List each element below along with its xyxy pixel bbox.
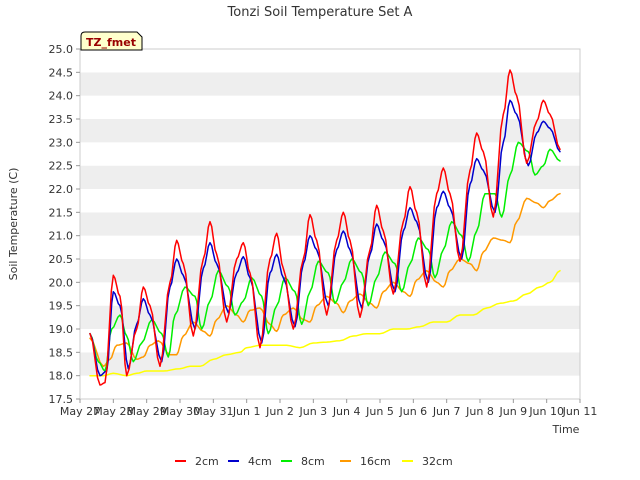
y-tick-label: 18.5 bbox=[49, 346, 74, 359]
x-tick-label: Jun 10 bbox=[528, 405, 564, 418]
band bbox=[80, 142, 580, 166]
legend-label-2cm: 2cm bbox=[195, 455, 219, 468]
y-tick-label: 24.0 bbox=[49, 90, 74, 103]
plot-frame bbox=[79, 48, 581, 400]
x-tick-label: Jun 6 bbox=[398, 405, 427, 418]
band bbox=[80, 375, 580, 399]
y-tick-label: 24.5 bbox=[49, 66, 74, 79]
band bbox=[80, 305, 580, 329]
x-tick-label: Jun 5 bbox=[365, 405, 394, 418]
legend-label-4cm: 4cm bbox=[248, 455, 272, 468]
band bbox=[80, 165, 580, 189]
x-axis-label: Time bbox=[552, 423, 580, 436]
y-tick-label: 21.0 bbox=[49, 230, 74, 243]
legend: 2cm 4cm 8cm 16cm 32cm bbox=[175, 455, 453, 468]
x-tick-label: Jun 4 bbox=[332, 405, 361, 418]
y-axis-ticks: 17.5 18.0 18.5 19.0 19.5 20.0 20.5 21.0 21.5 22.0… bbox=[49, 43, 80, 406]
series-line-8cm bbox=[89, 141, 561, 372]
band bbox=[80, 189, 580, 213]
legend-label-16cm: 16cm bbox=[360, 455, 391, 468]
y-tick-label: 22.0 bbox=[49, 183, 74, 196]
y-tick-label: 19.5 bbox=[49, 300, 74, 313]
band bbox=[80, 49, 580, 73]
y-tick-label: 22.5 bbox=[49, 160, 74, 173]
x-tick-label: May 30 bbox=[160, 405, 200, 418]
tz-badge: TZ_fmet bbox=[80, 31, 143, 51]
y-tick-label: 25.0 bbox=[49, 43, 74, 56]
y-tick-label: 20.5 bbox=[49, 253, 74, 266]
x-tick-label: May 28 bbox=[93, 405, 133, 418]
y-axis-label: Soil Temperature (C) bbox=[7, 168, 20, 281]
y-tick-label: 23.0 bbox=[49, 136, 74, 149]
y-tick-label: 21.5 bbox=[49, 206, 74, 219]
chart-title: Tonzi Soil Temperature Set A bbox=[227, 5, 413, 20]
legend-label-8cm: 8cm bbox=[301, 455, 325, 468]
y-tick-label: 18.0 bbox=[49, 370, 74, 383]
series-line-2cm bbox=[89, 69, 561, 386]
band bbox=[80, 95, 580, 119]
badge-shape bbox=[80, 31, 143, 51]
band bbox=[80, 235, 580, 259]
y-tick-label: 20.0 bbox=[49, 276, 74, 289]
x-tick-label: Jun 11 bbox=[562, 405, 598, 418]
x-tick-label: Jun 8 bbox=[465, 405, 494, 418]
legend-label-32cm: 32cm bbox=[422, 455, 453, 468]
series-line-32cm bbox=[89, 269, 561, 377]
x-tick-label: Jun 2 bbox=[265, 405, 294, 418]
x-tick-label: Jun 7 bbox=[432, 405, 461, 418]
x-tick-label: May 31 bbox=[193, 405, 233, 418]
x-tick-label: Jun 3 bbox=[298, 405, 327, 418]
band bbox=[80, 119, 580, 143]
series-line-16cm bbox=[89, 192, 561, 368]
y-tick-label: 17.5 bbox=[49, 393, 74, 406]
x-tick-label: May 27 bbox=[60, 405, 100, 418]
band bbox=[80, 212, 580, 236]
series-lines bbox=[89, 69, 561, 386]
band bbox=[80, 72, 580, 96]
badge-label: TZ_fmet bbox=[86, 36, 136, 49]
x-tick-label: May 29 bbox=[127, 405, 167, 418]
y-tick-label: 23.5 bbox=[49, 113, 74, 126]
x-tick-label: Jun 9 bbox=[498, 405, 527, 418]
x-tick-label: Jun 1 bbox=[232, 405, 261, 418]
band bbox=[80, 329, 580, 353]
band bbox=[80, 352, 580, 376]
series-line-4cm bbox=[89, 99, 561, 377]
y-tick-label: 19.0 bbox=[49, 323, 74, 336]
